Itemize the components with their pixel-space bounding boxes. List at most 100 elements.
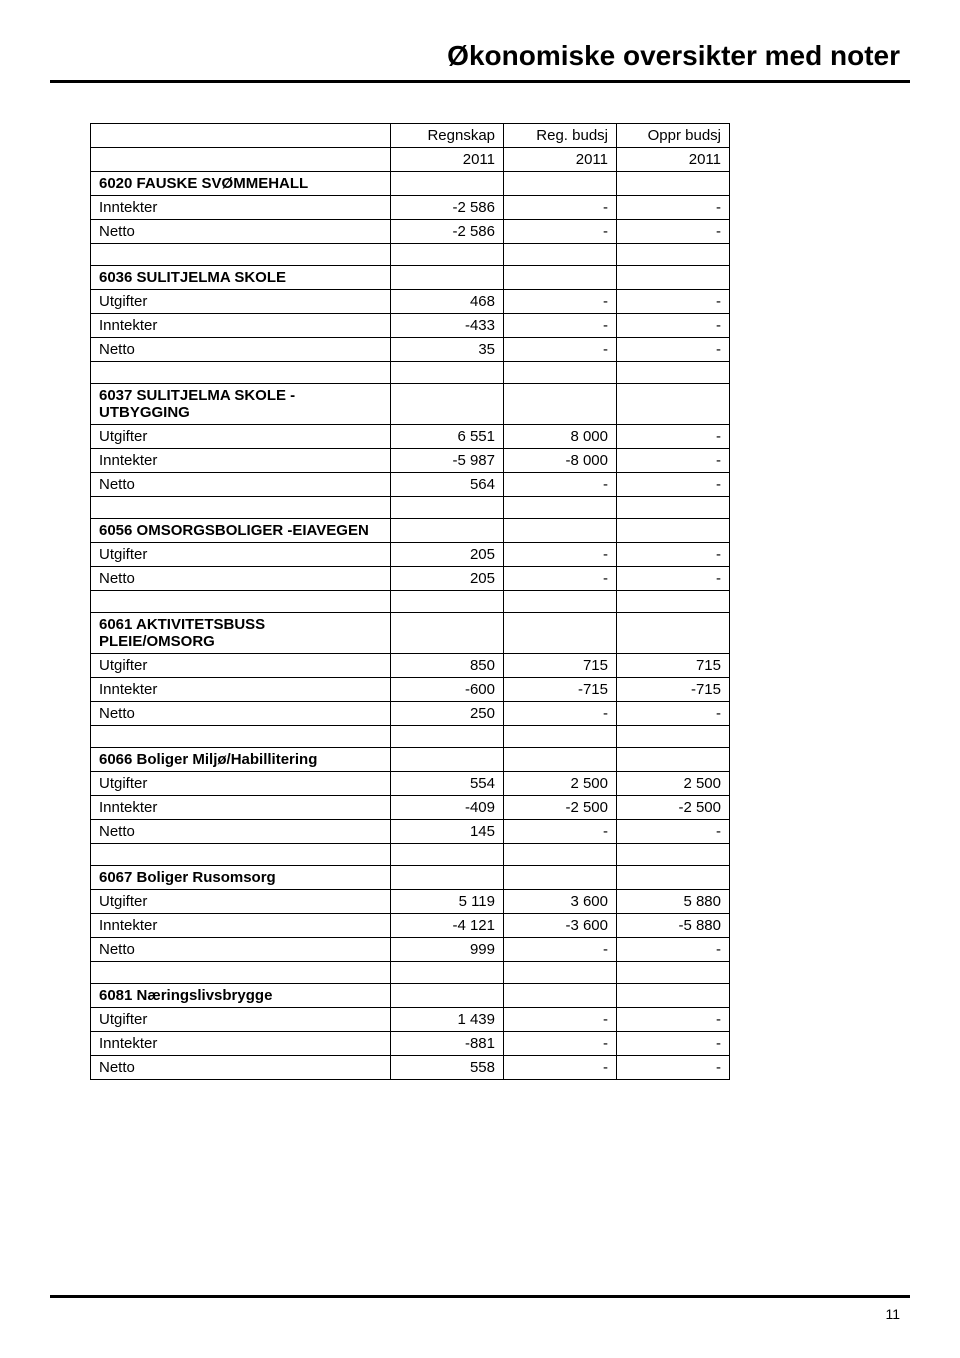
section-empty (391, 519, 504, 543)
section-empty (504, 866, 617, 890)
row-label: Netto (91, 220, 391, 244)
section-header-row: 6061 AKTIVITETSBUSS PLEIE/OMSORG (91, 613, 730, 654)
row-label: Inntekter (91, 914, 391, 938)
spacer-row (91, 244, 730, 266)
spacer (391, 497, 504, 519)
row-value: 558 (391, 1056, 504, 1080)
row-value: 6 551 (391, 425, 504, 449)
row-value: -8 000 (504, 449, 617, 473)
row-label: Utgifter (91, 890, 391, 914)
row-value: -4 121 (391, 914, 504, 938)
row-label: Netto (91, 702, 391, 726)
table-row: Inntekter-5 987-8 000- (91, 449, 730, 473)
table-row: Inntekter-881-- (91, 1032, 730, 1056)
row-label: Netto (91, 338, 391, 362)
section-empty (504, 266, 617, 290)
row-value: - (617, 1032, 730, 1056)
row-value: -2 586 (391, 196, 504, 220)
section-empty (504, 613, 617, 654)
section-header-row: 6037 SULITJELMA SKOLE - UTBYGGING (91, 384, 730, 425)
row-value: - (617, 196, 730, 220)
section-empty (391, 266, 504, 290)
spacer-row (91, 497, 730, 519)
row-value: - (504, 567, 617, 591)
table-row: Netto145-- (91, 820, 730, 844)
row-value: - (504, 338, 617, 362)
section-header-row: 6067 Boliger Rusomsorg (91, 866, 730, 890)
row-value: -409 (391, 796, 504, 820)
row-value: - (504, 820, 617, 844)
row-label: Netto (91, 820, 391, 844)
row-value: - (504, 473, 617, 497)
table-row: Netto35-- (91, 338, 730, 362)
spacer (91, 962, 391, 984)
section-header-row: 6066 Boliger Miljø/Habillitering (91, 748, 730, 772)
row-value: - (617, 338, 730, 362)
table-header-row: RegnskapReg. budsjOppr budsj (91, 124, 730, 148)
spacer (617, 726, 730, 748)
spacer (391, 362, 504, 384)
table-row: Netto250-- (91, 702, 730, 726)
row-value: 205 (391, 543, 504, 567)
section-empty (617, 748, 730, 772)
section-empty (391, 984, 504, 1008)
row-label: Utgifter (91, 425, 391, 449)
section-header-row: 6081 Næringslivsbrygge (91, 984, 730, 1008)
row-label: Utgifter (91, 290, 391, 314)
row-value: -715 (617, 678, 730, 702)
title-underline (50, 80, 910, 83)
table-row: Utgifter1 439-- (91, 1008, 730, 1032)
row-label: Utgifter (91, 1008, 391, 1032)
spacer-row (91, 962, 730, 984)
section-empty (504, 984, 617, 1008)
row-value: - (617, 473, 730, 497)
spacer (91, 362, 391, 384)
row-value: - (617, 425, 730, 449)
row-value: - (617, 702, 730, 726)
table-row: Utgifter205-- (91, 543, 730, 567)
header-opprbudsj: Oppr budsj (617, 124, 730, 148)
section-empty (504, 172, 617, 196)
section-title: 6081 Næringslivsbrygge (91, 984, 391, 1008)
section-title: 6067 Boliger Rusomsorg (91, 866, 391, 890)
row-value: 205 (391, 567, 504, 591)
section-empty (391, 748, 504, 772)
section-empty (617, 866, 730, 890)
section-empty (504, 748, 617, 772)
row-value: 850 (391, 654, 504, 678)
row-value: 564 (391, 473, 504, 497)
section-empty (617, 984, 730, 1008)
row-value: 1 439 (391, 1008, 504, 1032)
row-value: -2 500 (504, 796, 617, 820)
section-empty (617, 266, 730, 290)
table-row: Netto564-- (91, 473, 730, 497)
row-value: 715 (504, 654, 617, 678)
spacer (391, 962, 504, 984)
year-3: 2011 (617, 148, 730, 172)
table-year-row: 201120112011 (91, 148, 730, 172)
row-value: -600 (391, 678, 504, 702)
section-empty (617, 613, 730, 654)
row-value: 999 (391, 938, 504, 962)
row-value: -5 880 (617, 914, 730, 938)
row-value: - (617, 314, 730, 338)
section-empty (617, 172, 730, 196)
row-label: Inntekter (91, 1032, 391, 1056)
row-value: 3 600 (504, 890, 617, 914)
table-row: Netto558-- (91, 1056, 730, 1080)
row-label: Netto (91, 938, 391, 962)
footer-line (50, 1295, 910, 1298)
table-row: Inntekter-4 121-3 600-5 880 (91, 914, 730, 938)
row-value: - (617, 1056, 730, 1080)
spacer (504, 844, 617, 866)
spacer (91, 497, 391, 519)
row-value: - (504, 543, 617, 567)
spacer-row (91, 591, 730, 613)
row-label: Utgifter (91, 772, 391, 796)
row-value: - (504, 1056, 617, 1080)
table-row: Inntekter-2 586-- (91, 196, 730, 220)
row-value: - (504, 702, 617, 726)
header-empty (91, 124, 391, 148)
spacer (91, 726, 391, 748)
spacer (617, 591, 730, 613)
